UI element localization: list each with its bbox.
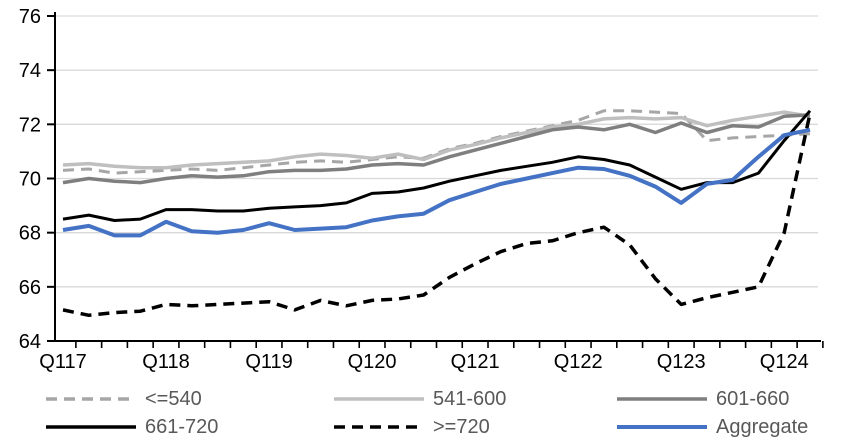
series-line-601-660 — [62, 113, 811, 185]
y-axis-tick-label: 64 — [19, 331, 41, 353]
legend-line-glyph — [617, 425, 707, 429]
series-line-aggregate — [62, 127, 811, 238]
legend-line-glyph — [617, 397, 707, 401]
x-axis-label: Q124 — [760, 351, 809, 373]
legend-label: 541-600 — [433, 387, 507, 410]
legend-line-sample-541-600 — [333, 389, 425, 409]
legend-label: 661-720 — [145, 415, 219, 438]
legend-label: Aggregate — [716, 415, 809, 438]
series-line-541-600 — [62, 110, 811, 170]
legend-line-glyph — [46, 425, 136, 429]
x-axis-label: Q119 — [245, 351, 292, 373]
y-axis-tick-label: 70 — [19, 169, 41, 191]
legend-item-601-660: 601-660 — [616, 386, 789, 412]
y-axis-tick-label: 74 — [19, 60, 41, 82]
legend-line-glyph — [334, 425, 424, 429]
series-line--540 — [62, 109, 811, 175]
legend-line-sample-601-660 — [616, 389, 708, 409]
x-axis-label: Q121 — [451, 351, 500, 373]
x-axis-label: Q117 — [39, 351, 86, 373]
legend-line-sample-le-540 — [45, 389, 137, 409]
y-axis-tick-label: 66 — [19, 277, 41, 299]
legend-item-661-720: 661-720 — [45, 414, 218, 440]
series-line--720 — [62, 113, 812, 318]
y-axis-tick-label: 76 — [19, 6, 41, 28]
y-axis-tick-label: 72 — [19, 114, 41, 136]
x-axis-label: Q118 — [142, 351, 189, 373]
legend-label: >=720 — [433, 415, 490, 438]
x-axis-label: Q120 — [348, 351, 397, 373]
legend-line-sample-661-720 — [45, 417, 137, 437]
legend-label: <=540 — [145, 387, 202, 410]
y-axis-tick-label: 68 — [19, 223, 41, 245]
legend-line-sample-ge-720 — [333, 417, 425, 437]
x-axis-label: Q122 — [554, 351, 603, 373]
legend-line-glyph — [334, 397, 424, 401]
legend-line-glyph — [46, 397, 136, 401]
legend-item-ge-720: >=720 — [333, 414, 490, 440]
series-line-661-720 — [62, 109, 812, 222]
legend-item-541-600: 541-600 — [333, 386, 506, 412]
legend-item-le-540: <=540 — [45, 386, 202, 412]
legend-item-aggregate: Aggregate — [616, 414, 808, 440]
x-axis-label: Q123 — [657, 351, 706, 373]
legend-line-sample-aggregate — [616, 417, 708, 437]
legend-label: 601-660 — [716, 387, 790, 410]
